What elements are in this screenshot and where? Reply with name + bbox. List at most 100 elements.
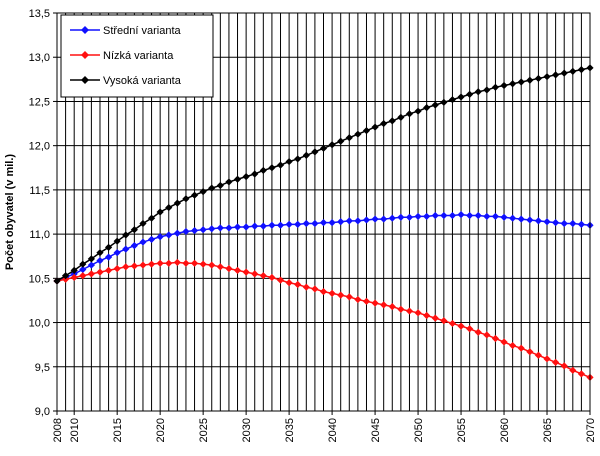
data-point (182, 195, 190, 203)
data-point (225, 265, 233, 273)
data-point (354, 217, 362, 225)
data-point (113, 265, 121, 273)
data-point (173, 229, 181, 237)
data-point (371, 299, 379, 307)
data-point (130, 262, 138, 270)
data-point (474, 211, 482, 220)
data-point (216, 224, 224, 232)
x-tick-label: 2070 (585, 418, 597, 442)
data-point (414, 212, 422, 221)
data-point (319, 144, 328, 152)
data-point (500, 338, 508, 346)
data-point (276, 276, 285, 284)
legend-item: Vysoká varianta (70, 75, 182, 87)
data-point (362, 127, 371, 135)
data-point (122, 245, 130, 253)
data-point (466, 211, 474, 220)
data-point (526, 76, 534, 84)
data-point (577, 370, 586, 378)
x-tick-label: 2050 (413, 418, 425, 442)
data-point (552, 358, 560, 366)
x-tick-label: 2025 (198, 418, 210, 442)
y-tick-label: 9,5 (35, 362, 50, 374)
data-point (242, 223, 250, 231)
data-point (251, 270, 259, 278)
data-point (122, 263, 130, 271)
data-point (388, 214, 396, 222)
data-point (474, 88, 482, 96)
data-point (225, 224, 233, 232)
data-point (233, 223, 242, 231)
data-point (208, 261, 216, 269)
data-point (96, 249, 104, 257)
data-point (147, 235, 156, 244)
data-point (61, 272, 70, 280)
data-point (156, 208, 164, 216)
legend-label: Střední varianta (103, 25, 182, 37)
data-point (491, 83, 500, 91)
data-point (337, 218, 345, 226)
x-tick-label: 2055 (456, 418, 468, 442)
data-point (165, 231, 173, 239)
data-point (397, 305, 405, 313)
data-point (526, 216, 534, 224)
data-point (560, 362, 568, 370)
data-point (457, 322, 465, 330)
data-point (302, 283, 310, 291)
legend-item: Nízká varianta (70, 50, 174, 62)
plot-frame (56, 12, 591, 412)
data-point (276, 161, 285, 169)
data-point (517, 215, 525, 223)
data-point (130, 226, 138, 234)
legend-label: Vysoká varianta (103, 75, 182, 87)
data-point (569, 219, 577, 228)
data-point (354, 130, 362, 138)
data-point (268, 221, 276, 229)
data-point (457, 211, 465, 219)
data-point (491, 212, 500, 221)
data-point (311, 219, 319, 228)
data-point (560, 69, 568, 77)
data-point (147, 260, 156, 268)
data-point (242, 173, 250, 181)
legend-marker (81, 51, 89, 59)
data-point (79, 265, 87, 274)
series-0 (53, 211, 594, 285)
data-point (190, 191, 199, 199)
data-point (543, 218, 551, 226)
data-point (397, 213, 405, 221)
data-point (79, 260, 87, 268)
data-point (483, 86, 491, 94)
data-point (302, 151, 310, 159)
data-point (87, 261, 95, 269)
data-point (362, 297, 371, 305)
data-point (87, 270, 95, 278)
legend-item: Střední varianta (70, 25, 182, 37)
series-1 (53, 258, 594, 381)
y-tick-label: 12,0 (29, 141, 50, 153)
data-point (190, 226, 199, 235)
data-point (216, 263, 224, 271)
data-point (414, 107, 422, 115)
x-tick-label: 2060 (499, 418, 511, 442)
data-point (534, 351, 543, 359)
data-point (225, 178, 233, 186)
data-point (354, 295, 362, 304)
data-point (500, 213, 508, 221)
data-point (371, 215, 379, 223)
data-point (104, 243, 113, 251)
data-point (552, 219, 560, 227)
data-point (182, 259, 190, 267)
y-tick-label: 9,0 (35, 406, 50, 418)
data-point (414, 309, 422, 317)
data-point (552, 71, 560, 79)
series-2 (53, 64, 594, 285)
data-point (165, 259, 173, 267)
data-point (285, 220, 293, 228)
data-point (251, 222, 259, 230)
data-point (380, 215, 388, 223)
data-point (311, 285, 319, 293)
data-point (216, 181, 224, 190)
data-point (139, 238, 147, 246)
data-point (328, 219, 336, 227)
